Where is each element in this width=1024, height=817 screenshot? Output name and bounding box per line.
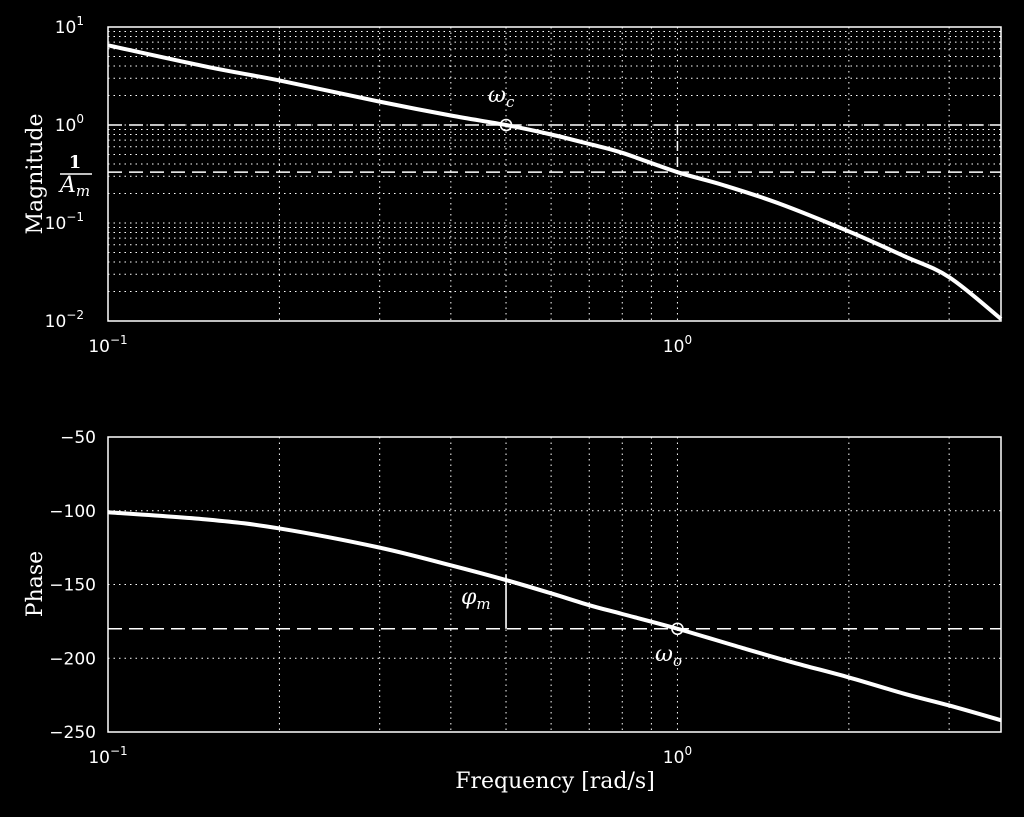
magnitude-y-ticks: 101 100 10−1 10−2 (45, 14, 84, 332)
x-tick-label: 10−1 (88, 333, 127, 357)
y-tick-label: −250 (49, 723, 96, 743)
y-tick-label: −200 (49, 649, 96, 669)
phase-y-axis-label: Phase (23, 551, 48, 617)
omega-c-label: ωc (488, 83, 515, 111)
magnitude-axes-frame (107, 26, 1002, 322)
magnitude-series-line (107, 43, 1003, 321)
phase-crossover-marker (671, 622, 684, 636)
magnitude-grid (108, 27, 1001, 321)
phase-axes-frame (107, 436, 1002, 733)
phase-grid (108, 437, 1001, 732)
y-tick-label: −100 (49, 502, 96, 522)
phase-panel: −50 −100 −150 −200 −250 10−1 100 Phase Freque… (23, 428, 1002, 794)
inverse-gain-margin-label: 1 Am (58, 152, 92, 200)
y-tick-label: −50 (60, 428, 96, 448)
x-tick-label: 100 (663, 333, 692, 357)
x-tick-label: 100 (663, 744, 692, 768)
x-tick-label: 10−1 (88, 744, 127, 768)
magnitude-y-axis-label: Magnitude (23, 113, 48, 234)
magnitude-reference-lines (108, 124, 1001, 173)
frequency-x-axis-label: Frequency [rad/s] (455, 769, 655, 794)
crossover-marker (499, 118, 513, 132)
phase-margin-label: φm (461, 585, 491, 613)
phase-x-ticks: 10−1 100 (88, 744, 692, 768)
magnitude-x-ticks: 10−1 100 (88, 333, 692, 357)
phase-series-line (107, 510, 1002, 723)
y-tick-label: −150 (49, 576, 96, 596)
phase-y-ticks: −50 −100 −150 −200 −250 (49, 428, 96, 743)
y-tick-label: 10−1 (45, 210, 84, 234)
y-tick-label: 101 (55, 14, 84, 38)
y-tick-label: 100 (55, 112, 84, 136)
omega-o-label: ωo (655, 642, 682, 670)
inverse-gain-margin-denominator: Am (58, 173, 90, 200)
y-tick-label: 10−2 (45, 308, 84, 332)
inverse-gain-margin-numerator: 1 (69, 152, 82, 173)
